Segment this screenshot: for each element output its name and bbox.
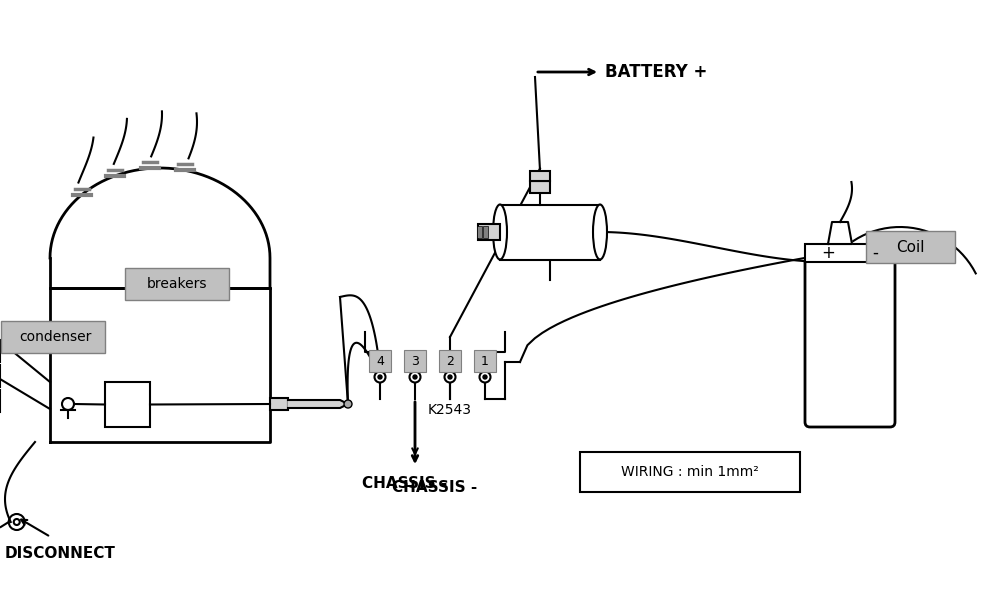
Text: 2: 2 <box>446 355 454 368</box>
Text: -: - <box>872 244 878 262</box>
Text: DISCONNECT: DISCONNECT <box>5 546 116 561</box>
Text: 3: 3 <box>411 355 419 368</box>
Text: 4: 4 <box>376 355 384 368</box>
Circle shape <box>413 375 417 379</box>
Circle shape <box>445 372 456 382</box>
FancyBboxPatch shape <box>805 257 895 427</box>
Bar <box>478 224 500 240</box>
Bar <box>805 244 895 262</box>
Ellipse shape <box>493 204 507 259</box>
Bar <box>477 226 482 238</box>
FancyBboxPatch shape <box>439 350 461 372</box>
Polygon shape <box>828 222 852 244</box>
Bar <box>530 181 550 192</box>
Bar <box>270 398 288 410</box>
Polygon shape <box>50 168 270 288</box>
Text: CHASSIS -: CHASSIS - <box>362 477 448 491</box>
Circle shape <box>378 375 382 379</box>
FancyBboxPatch shape <box>866 231 955 263</box>
Bar <box>530 170 550 181</box>
Bar <box>500 204 600 259</box>
Text: K2543: K2543 <box>428 403 472 417</box>
FancyBboxPatch shape <box>474 350 496 372</box>
FancyBboxPatch shape <box>125 268 229 300</box>
FancyBboxPatch shape <box>1 321 105 353</box>
Circle shape <box>480 372 490 382</box>
Polygon shape <box>50 288 270 442</box>
Polygon shape <box>288 400 348 408</box>
Text: BATTERY +: BATTERY + <box>605 63 707 81</box>
Text: Coil: Coil <box>896 240 924 255</box>
Bar <box>483 226 488 238</box>
Ellipse shape <box>593 204 607 259</box>
Circle shape <box>483 375 487 379</box>
FancyBboxPatch shape <box>369 350 391 372</box>
Circle shape <box>410 372 421 382</box>
Text: CHASSIS -: CHASSIS - <box>392 480 478 494</box>
Text: 1: 1 <box>481 355 489 368</box>
Circle shape <box>344 400 352 408</box>
Circle shape <box>448 375 452 379</box>
Circle shape <box>375 372 386 382</box>
Bar <box>580 452 800 492</box>
Text: breakers: breakers <box>147 277 207 291</box>
Text: +: + <box>821 244 835 262</box>
FancyBboxPatch shape <box>404 350 426 372</box>
Bar <box>105 382 150 427</box>
Text: condenser: condenser <box>19 330 91 344</box>
Text: WIRING : min 1mm²: WIRING : min 1mm² <box>621 465 759 479</box>
